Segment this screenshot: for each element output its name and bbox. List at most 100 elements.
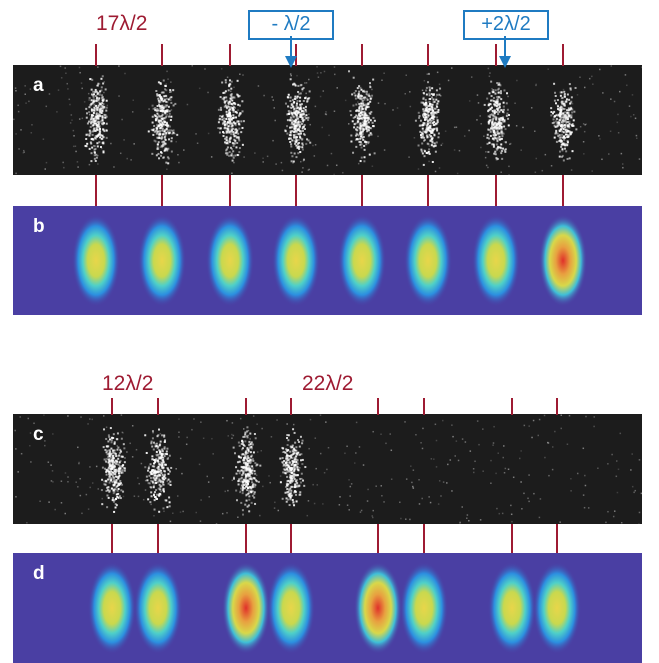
atom-dot xyxy=(165,499,168,502)
atom-dot xyxy=(145,475,148,478)
atom-dot xyxy=(294,120,297,123)
noise-dot xyxy=(515,125,518,127)
noise-dot xyxy=(160,92,163,94)
atom-dot xyxy=(171,132,174,135)
atom-dot xyxy=(115,438,118,441)
atom-dot xyxy=(228,154,231,157)
atom-dot xyxy=(231,97,234,100)
atom-dot xyxy=(160,456,163,459)
atom-dot xyxy=(222,119,225,122)
atom-dot xyxy=(105,136,108,139)
atom-dot xyxy=(566,111,569,114)
atom-dot xyxy=(297,439,300,442)
panel-c: c xyxy=(13,414,642,524)
atom-dot xyxy=(158,483,161,486)
atom-dot xyxy=(98,133,101,136)
noise-dot xyxy=(88,113,91,116)
atom-dot xyxy=(427,152,430,155)
atom-dot xyxy=(158,94,160,97)
atom-dot xyxy=(157,137,160,140)
atom-dot xyxy=(112,472,115,475)
atom-dot xyxy=(163,117,166,120)
atom-dot xyxy=(289,496,292,499)
atom-dot xyxy=(92,114,95,117)
atom-dot xyxy=(433,142,436,145)
atom-dot xyxy=(295,144,298,147)
atom-dot xyxy=(163,447,166,450)
atom-dot xyxy=(110,447,113,450)
atom-dot xyxy=(425,101,428,104)
atom-dot xyxy=(302,110,305,113)
atom-dot xyxy=(295,485,298,488)
atom-dot xyxy=(422,102,425,105)
atom-dot xyxy=(93,107,96,110)
atom-dot xyxy=(294,95,297,98)
atom-dot xyxy=(112,475,115,478)
atom-dot xyxy=(89,132,92,135)
atom-dot xyxy=(550,114,553,117)
atom-dot xyxy=(494,92,497,95)
atom-dot xyxy=(156,93,159,96)
atom-dot xyxy=(491,125,494,128)
atom-dot xyxy=(220,108,223,111)
noise-dot xyxy=(487,166,489,169)
atom-dot xyxy=(556,99,559,102)
atom-dot xyxy=(295,500,298,503)
noise-dot xyxy=(274,119,276,122)
atom-dot xyxy=(155,477,158,480)
atom-dot xyxy=(236,142,239,145)
noise-dot xyxy=(381,79,383,82)
atom-dot xyxy=(553,99,556,102)
atom-dot xyxy=(561,106,564,109)
noise-dot xyxy=(113,487,115,489)
noise-dot xyxy=(389,433,391,435)
atom-dot xyxy=(85,137,88,140)
atom-dot xyxy=(425,106,428,109)
atom-dot xyxy=(223,91,226,94)
atom-dot xyxy=(162,507,165,510)
atom-dot xyxy=(121,483,124,486)
atom-dot xyxy=(423,138,426,141)
noise-dot xyxy=(76,161,79,163)
atom-dot xyxy=(162,461,165,464)
atom-dot xyxy=(432,101,435,104)
noise-dot xyxy=(630,115,632,118)
atom-dot xyxy=(228,124,231,127)
atom-dot xyxy=(106,506,109,509)
atom-dot xyxy=(233,132,236,135)
noise-dot xyxy=(299,160,302,163)
atom-dot xyxy=(297,440,300,443)
atom-dot xyxy=(486,136,489,139)
atom-dot xyxy=(114,471,117,474)
atom-dot xyxy=(85,112,88,115)
atom-dot xyxy=(565,116,568,119)
atom-dot xyxy=(491,128,494,131)
atom-dot xyxy=(122,490,125,493)
atom-dot xyxy=(244,482,247,485)
atom-dot xyxy=(352,76,355,79)
noise-dot xyxy=(166,168,168,171)
atom-dot xyxy=(162,143,165,146)
noise-dot xyxy=(193,418,195,420)
atom-dot xyxy=(242,120,245,123)
atom-dot xyxy=(241,486,244,489)
noise-dot xyxy=(28,100,30,103)
atom-dot xyxy=(295,449,298,452)
noise-dot xyxy=(18,148,20,150)
atom-dot xyxy=(294,133,297,136)
noise-dot xyxy=(509,143,511,145)
atom-dot xyxy=(367,105,370,108)
atom-dot xyxy=(562,143,565,146)
atom-dot xyxy=(230,128,233,131)
atom-dot xyxy=(166,467,169,470)
atom-dot xyxy=(154,130,157,133)
noise-dot xyxy=(534,130,536,133)
noise-dot xyxy=(208,496,210,498)
noise-dot xyxy=(346,504,349,506)
noise-dot xyxy=(212,453,214,455)
noise-dot xyxy=(593,416,595,418)
atom-dot xyxy=(84,144,87,147)
atom-dot xyxy=(432,110,435,113)
atom-dot xyxy=(372,116,375,119)
noise-dot xyxy=(503,471,506,474)
